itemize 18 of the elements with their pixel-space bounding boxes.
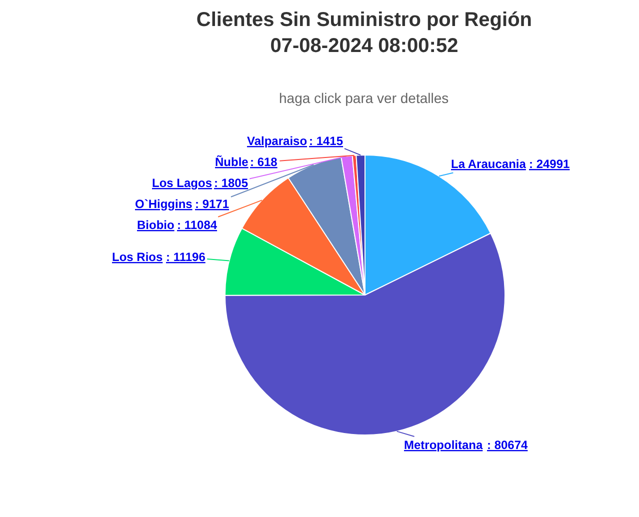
data-label: : 80674 xyxy=(487,438,528,452)
slice-label: Valparaiso xyxy=(247,134,308,148)
slice-label: Los Lagos xyxy=(152,176,212,190)
data-label: : 11084 xyxy=(177,218,218,232)
slice-label: Ñuble xyxy=(215,155,249,169)
slice-label: Biobio xyxy=(137,218,174,232)
data-label: : 24991 xyxy=(529,157,570,171)
data-label: : 9171 xyxy=(195,197,230,211)
slice-label: Metropolitana xyxy=(404,438,483,452)
slice-label: Los Rios xyxy=(112,250,163,264)
slice-label: O`Higgins xyxy=(135,197,193,211)
chart-subtitle: haga click para ver detalles xyxy=(279,90,449,106)
chart-title: Clientes Sin Suministro por Región 07-08-2024 08:00:52 xyxy=(196,8,532,57)
data-label: : 1805 xyxy=(214,176,248,190)
data-label: : 1415 xyxy=(309,134,344,148)
slice-label: La Araucania xyxy=(451,157,526,171)
data-label: : 11196 xyxy=(166,250,206,264)
data-label: : 618 xyxy=(250,155,278,169)
